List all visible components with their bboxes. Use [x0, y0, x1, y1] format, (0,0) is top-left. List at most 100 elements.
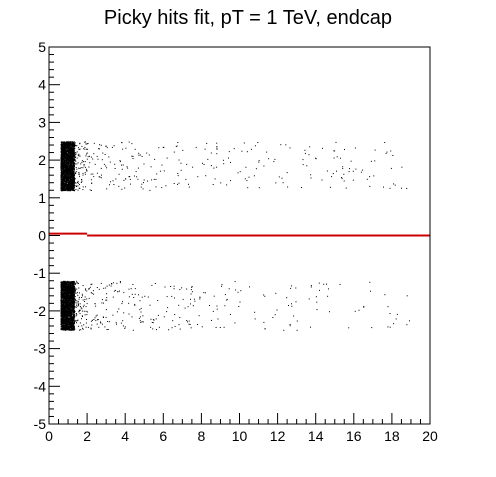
data-point	[62, 155, 64, 157]
data-point	[173, 183, 175, 184]
data-point	[222, 159, 224, 161]
data-point	[74, 156, 76, 158]
data-point	[114, 168, 116, 169]
data-point	[66, 146, 68, 148]
data-point	[66, 186, 68, 188]
data-point	[66, 150, 68, 151]
data-point	[75, 182, 77, 184]
data-point	[91, 182, 93, 184]
data-point	[61, 323, 63, 325]
data-point	[65, 158, 67, 160]
data-point	[69, 155, 71, 157]
data-point	[63, 151, 65, 153]
data-point	[63, 181, 65, 183]
data-point	[70, 327, 72, 329]
data-point	[70, 169, 72, 170]
data-point	[60, 295, 62, 297]
data-point	[74, 182, 76, 184]
data-point	[66, 149, 68, 151]
data-point	[76, 157, 78, 159]
data-point	[61, 160, 63, 162]
data-point	[69, 143, 71, 145]
data-point	[60, 323, 62, 325]
data-point	[321, 179, 323, 181]
data-point	[73, 187, 75, 189]
data-point	[72, 177, 74, 179]
data-point	[65, 303, 67, 305]
data-point	[79, 155, 81, 157]
data-point	[63, 325, 64, 327]
data-point	[61, 281, 63, 283]
data-point	[64, 153, 66, 155]
data-point	[66, 173, 68, 175]
data-point	[115, 178, 117, 180]
data-point	[70, 304, 72, 306]
data-point	[63, 148, 65, 150]
data-point	[197, 176, 199, 178]
data-point	[62, 291, 64, 293]
data-point	[253, 175, 255, 177]
data-point	[281, 177, 283, 179]
data-point	[75, 153, 77, 155]
data-point	[60, 161, 62, 163]
data-point	[67, 180, 69, 182]
data-point	[71, 293, 72, 295]
data-point	[65, 325, 67, 326]
data-point	[84, 161, 86, 163]
data-point	[64, 167, 66, 169]
data-point	[65, 172, 67, 174]
data-point	[71, 288, 73, 290]
data-point	[69, 163, 71, 165]
data-point	[63, 302, 65, 304]
data-point	[310, 174, 312, 176]
data-point	[73, 173, 75, 175]
data-point	[62, 187, 64, 189]
data-point	[61, 148, 63, 150]
data-point	[67, 160, 69, 161]
data-point	[71, 296, 73, 297]
data-point	[70, 168, 72, 170]
data-point	[302, 164, 304, 166]
data-point	[113, 184, 115, 185]
data-point	[63, 154, 65, 156]
data-point	[60, 147, 62, 149]
data-point	[67, 158, 69, 160]
data-point	[65, 288, 67, 290]
data-point	[393, 183, 395, 185]
data-point	[106, 167, 108, 169]
data-point	[64, 142, 66, 144]
data-point	[68, 300, 70, 302]
data-point	[286, 172, 288, 174]
data-point	[61, 175, 63, 177]
data-point	[84, 166, 86, 168]
data-point	[69, 314, 71, 316]
data-point	[70, 308, 72, 310]
data-point	[65, 154, 67, 156]
data-point	[71, 150, 73, 152]
data-point	[64, 301, 66, 303]
data-point	[131, 155, 133, 157]
data-point	[64, 292, 66, 294]
data-point	[65, 170, 67, 171]
data-point	[70, 307, 72, 309]
data-point	[71, 164, 73, 166]
data-point	[258, 161, 260, 163]
data-point	[69, 147, 71, 149]
data-point	[69, 180, 71, 182]
data-point	[70, 190, 72, 192]
data-point	[61, 150, 62, 152]
data-point	[143, 182, 144, 184]
data-point	[72, 163, 74, 165]
data-point	[67, 178, 69, 180]
data-point	[61, 150, 63, 151]
data-point	[280, 144, 282, 146]
data-point	[70, 183, 72, 185]
data-point	[67, 329, 69, 331]
data-point	[61, 190, 63, 192]
data-point	[374, 149, 376, 151]
data-point	[73, 165, 75, 167]
data-point	[66, 154, 68, 155]
data-point	[60, 281, 62, 283]
data-point	[67, 186, 69, 188]
data-point	[68, 162, 70, 164]
